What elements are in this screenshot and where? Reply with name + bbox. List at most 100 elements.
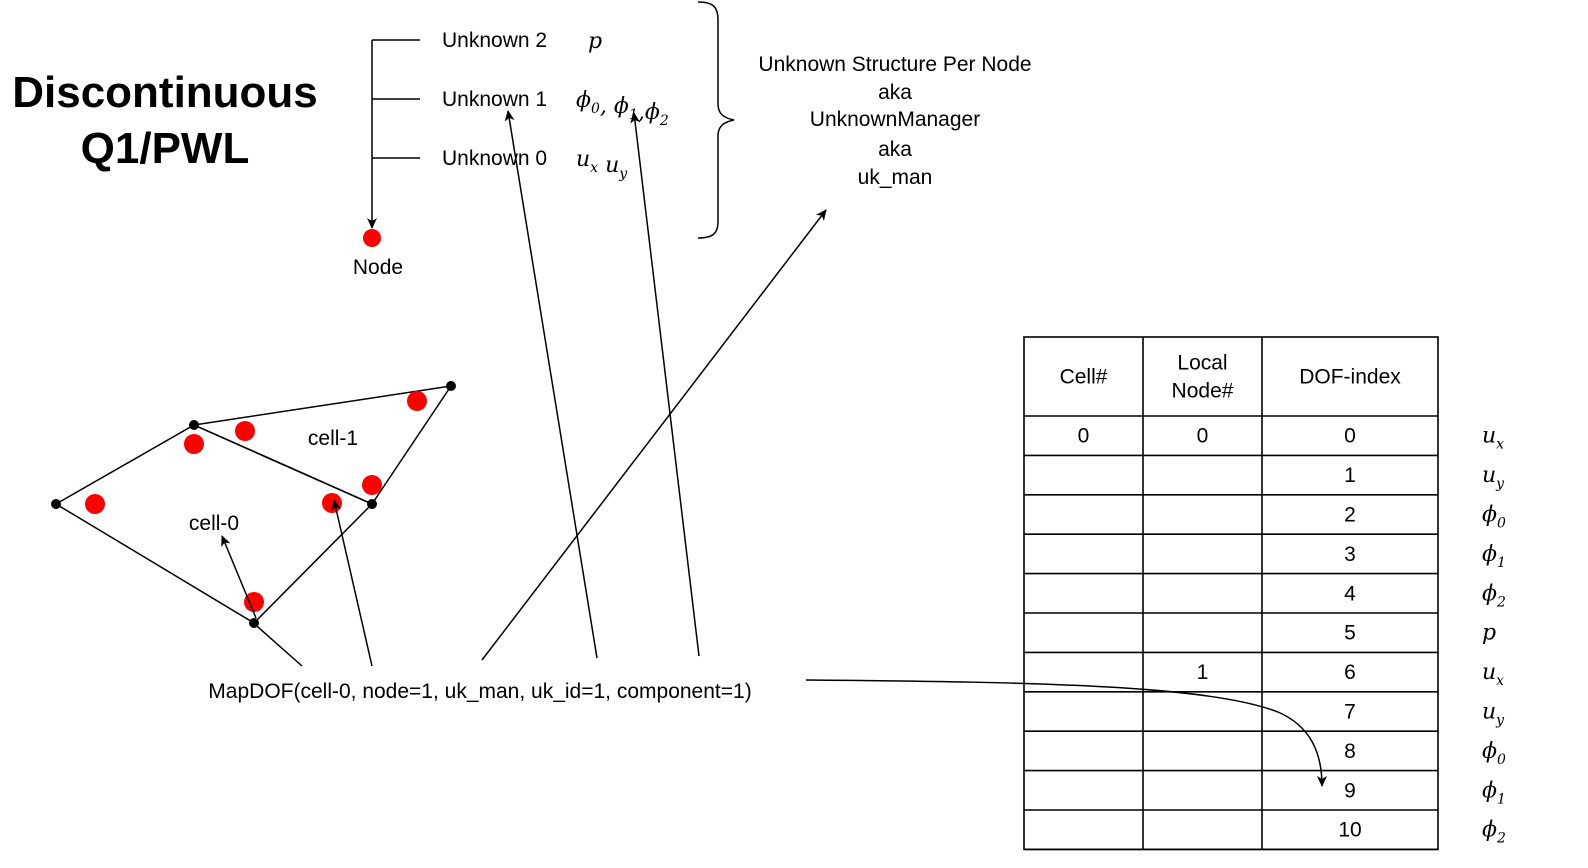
table-row: 9 ϕ1 <box>1344 778 1506 807</box>
mapdof-call: MapDOF(cell-0, node=1, uk_man, uk_id=1, … <box>208 680 751 703</box>
table-cell-dof: 2 <box>1344 504 1356 527</box>
mesh-vertex <box>189 420 199 430</box>
row-symbol-sub: 0 <box>1497 516 1506 532</box>
table-cell-dof: 1 <box>1344 464 1356 487</box>
unknown-0-symbols: ux uy <box>576 147 628 182</box>
pointer-arrows <box>221 110 1327 787</box>
table-row: 1 uy <box>1344 463 1505 492</box>
unknown-2-label: Unknown 2 <box>442 29 547 52</box>
unknown-symbol-sub: 0 <box>591 101 600 117</box>
row-symbol: ϕ0 <box>1482 503 1506 532</box>
table-row: 8 ϕ0 <box>1344 739 1506 768</box>
row-symbol: ϕ1 <box>1482 778 1506 807</box>
curly-brace <box>697 1 735 239</box>
table-cell-dof: 5 <box>1344 622 1356 645</box>
row-symbol: ϕ0 <box>1482 739 1506 768</box>
row-symbol-sub: 1 <box>1497 555 1506 571</box>
structure-line-4: aka <box>878 138 912 161</box>
unknown-symbol-sub: x <box>590 160 598 176</box>
row-symbol-base: u <box>1482 424 1496 449</box>
row-symbol-sub: 0 <box>1497 752 1506 768</box>
table-cell-dof: 0 <box>1344 425 1356 448</box>
table-row: 4 ϕ2 <box>1344 581 1506 610</box>
table-cell-dof: 8 <box>1344 740 1356 763</box>
cell-1-node-dot <box>362 475 382 495</box>
cell-0-node-dot <box>85 494 105 514</box>
row-symbol-sub: 1 <box>1497 791 1506 807</box>
arrow-to-unknown-1 <box>504 110 598 659</box>
row-symbol-base: u <box>1482 463 1496 488</box>
cell-1-label: cell-1 <box>308 427 358 450</box>
row-symbol: ux <box>1482 660 1504 689</box>
row-symbol-sub: y <box>1495 713 1505 729</box>
row-symbol-sub: y <box>1495 476 1505 492</box>
table-row: 10 ϕ2 <box>1338 818 1506 847</box>
table-header-2: DOF-index <box>1299 366 1401 389</box>
cell-0-node-dot <box>322 493 342 513</box>
arrow-to-dof-9 <box>805 679 1327 787</box>
unknown-symbol-sub: y <box>618 166 628 182</box>
unknown-1-label: Unknown 1 <box>442 88 547 111</box>
node-dot <box>363 229 381 247</box>
structure-text: Unknown Structure Per Node aka UnknownMa… <box>758 53 1031 189</box>
table-cell-cell: 0 <box>1078 425 1090 448</box>
unknown-symbol-base: u <box>605 153 619 178</box>
table-row: 7 uy <box>1344 700 1505 729</box>
cell-1-node-dot <box>407 391 427 411</box>
unknown-0-label: Unknown 0 <box>442 147 547 170</box>
table-row: 2 ϕ0 <box>1344 503 1506 532</box>
mesh-vertex <box>367 499 377 509</box>
table-cell-dof: 6 <box>1344 661 1356 684</box>
mesh-vertex <box>51 499 61 509</box>
node-label: Node <box>353 256 403 279</box>
table-header-1: Local Node# <box>1172 352 1234 403</box>
table-header-line: Node# <box>1172 380 1234 403</box>
arrow-to-node-1 <box>331 499 373 667</box>
mesh <box>54 385 453 624</box>
unknown-symbol-base: ϕ <box>614 94 629 119</box>
table-header-line: Local <box>1177 352 1227 375</box>
cell-1-node-dot <box>235 421 255 441</box>
mesh-vertices <box>51 381 456 628</box>
cell-0-node-dot <box>184 434 204 454</box>
table-border <box>1023 336 1439 851</box>
table-header-0: Cell# <box>1060 366 1108 389</box>
table-header-line: Cell# <box>1060 366 1108 389</box>
symbol-separator: , <box>600 94 614 119</box>
table-cell-dof: 9 <box>1344 779 1356 802</box>
table-cell-dof: 10 <box>1338 819 1361 842</box>
row-symbol-base: ϕ <box>1482 818 1497 843</box>
row-symbol-sub: 2 <box>1496 594 1506 610</box>
symbol-separator: , <box>638 100 645 125</box>
cell-0-node-dot <box>244 592 264 612</box>
table-cell-dof: 7 <box>1344 701 1356 724</box>
row-symbol-sub: 2 <box>1496 831 1506 847</box>
symbol-separator <box>598 153 605 178</box>
table-cell-dof: 3 <box>1344 543 1356 566</box>
cell-1-outline <box>191 385 453 505</box>
row-symbol-base: p <box>1482 621 1496 646</box>
table-row: 0 0 0 ux <box>1078 424 1505 453</box>
row-symbol-base: ϕ <box>1482 542 1497 567</box>
table-row: 3 ϕ1 <box>1344 542 1506 571</box>
row-symbol-sub: x <box>1496 673 1504 689</box>
unknown-tree <box>367 39 420 229</box>
title-line-2: Q1/PWL <box>81 124 250 173</box>
row-symbol-base: u <box>1482 660 1496 685</box>
table-cell-dof: 4 <box>1344 582 1356 605</box>
unknown-symbol-base: u <box>576 147 590 172</box>
row-symbol: p <box>1482 621 1496 646</box>
structure-line-2: aka <box>878 81 912 104</box>
arrow-to-cell-0 <box>249 619 303 667</box>
unknown-1-symbols: ϕ0, ϕ1,ϕ2 <box>576 88 669 129</box>
arrow-to-component-1 <box>630 112 700 657</box>
row-symbol: ϕ2 <box>1482 818 1506 847</box>
unknown-symbol-sub: 1 <box>629 107 638 123</box>
table-cell-node: 1 <box>1197 661 1209 684</box>
mesh-vertex <box>446 381 456 391</box>
table-header-line: DOF-index <box>1299 366 1401 389</box>
row-symbol-sub: x <box>1496 437 1504 453</box>
